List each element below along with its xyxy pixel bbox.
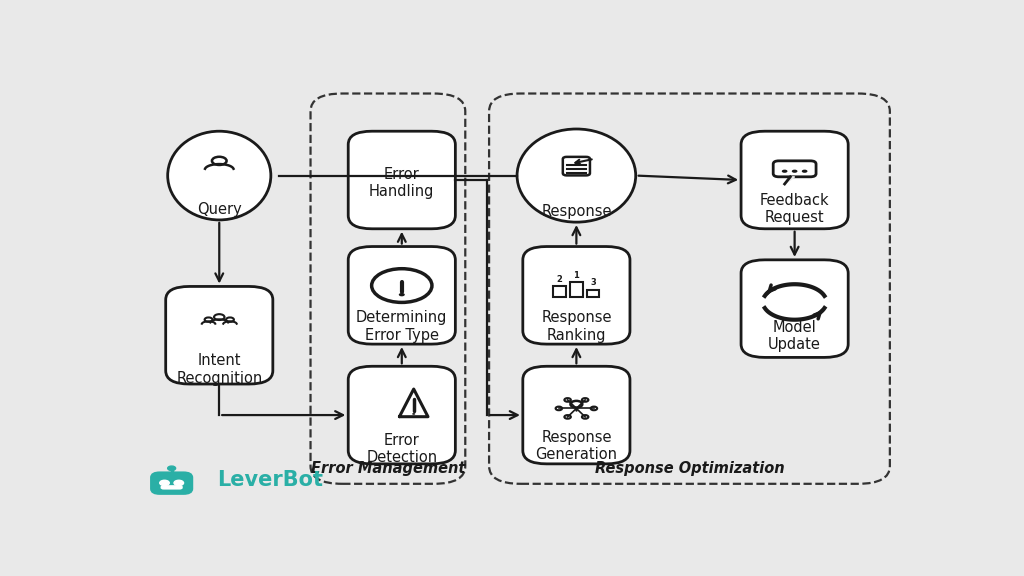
FancyBboxPatch shape [348,131,456,229]
Text: Response
Ranking: Response Ranking [541,310,611,343]
Text: 3: 3 [590,278,596,287]
Circle shape [412,413,416,415]
FancyBboxPatch shape [523,366,630,464]
Circle shape [174,480,183,486]
Text: Query: Query [197,202,242,217]
FancyBboxPatch shape [152,473,191,493]
Ellipse shape [168,131,270,220]
Circle shape [802,169,808,173]
Circle shape [781,169,787,173]
Polygon shape [784,177,795,184]
Text: Model
Update: Model Update [768,320,821,352]
Text: Error Management: Error Management [310,461,465,476]
Text: Determining
Error Type: Determining Error Type [356,310,447,343]
FancyBboxPatch shape [166,286,272,384]
Circle shape [160,480,169,486]
Circle shape [792,169,798,173]
FancyBboxPatch shape [523,247,630,344]
FancyBboxPatch shape [161,485,182,490]
FancyBboxPatch shape [348,366,456,464]
Text: Response Optimization: Response Optimization [595,461,784,476]
Text: 1: 1 [573,271,580,280]
FancyBboxPatch shape [741,260,848,357]
Text: Error
Detection: Error Detection [367,433,437,465]
Text: LeverBot: LeverBot [217,470,323,490]
FancyBboxPatch shape [741,131,848,229]
Circle shape [398,293,404,296]
Circle shape [168,466,176,471]
Text: 2: 2 [557,275,563,284]
Text: Intent
Recognition: Intent Recognition [176,353,262,385]
Text: Error
Handling: Error Handling [369,166,434,199]
Text: Response: Response [541,203,611,218]
Text: Response
Generation: Response Generation [536,430,617,463]
Text: Feedback
Request: Feedback Request [760,193,829,225]
Ellipse shape [517,129,636,222]
FancyBboxPatch shape [348,247,456,344]
